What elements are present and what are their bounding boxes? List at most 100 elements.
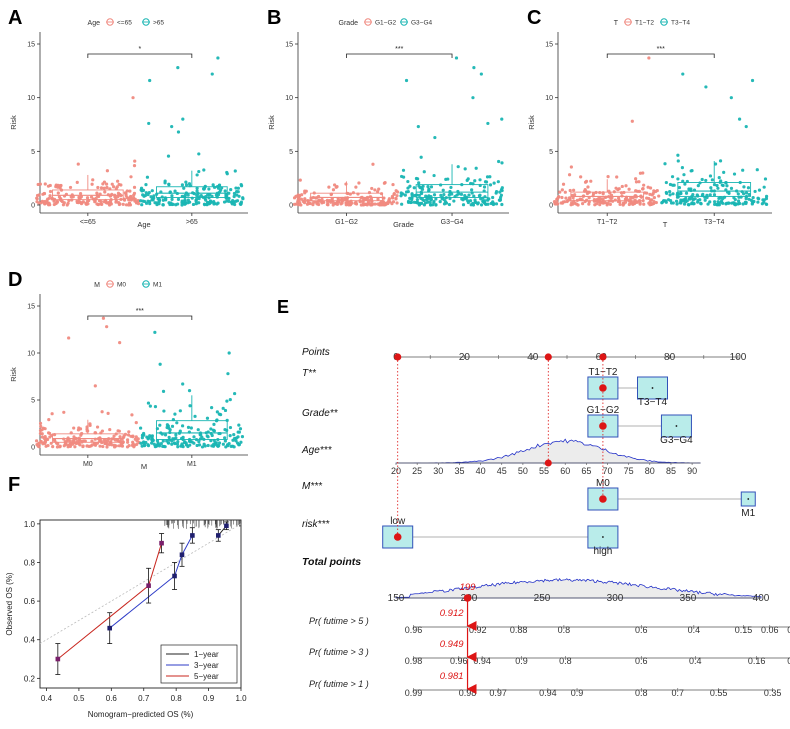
data-point: [443, 200, 448, 204]
data-point: [40, 199, 44, 203]
data-point: [170, 125, 174, 129]
data-point: [428, 200, 432, 204]
data-point: [176, 440, 180, 444]
data-point: [312, 200, 316, 204]
data-point: [696, 198, 700, 203]
data-point: [627, 187, 631, 191]
data-point: [34, 439, 39, 443]
data-point: [485, 175, 490, 179]
data-point: [178, 409, 182, 413]
data-point: [127, 430, 131, 434]
box-1: [156, 420, 228, 440]
data-point: [648, 186, 653, 190]
data-point: [102, 180, 107, 184]
data-point: [54, 201, 58, 206]
prob-value-label: 0.949: [440, 639, 464, 650]
panel-label-a: A: [8, 7, 22, 29]
data-point: [676, 159, 680, 163]
y-axis-title: Risk: [267, 115, 276, 130]
data-point: [708, 200, 712, 204]
box-1: [415, 184, 489, 198]
data-point: [170, 442, 174, 446]
panel-label-e: E: [277, 297, 289, 317]
data-point: [717, 176, 721, 180]
data-point: [415, 201, 419, 205]
data-point: [376, 190, 380, 194]
data-point: [157, 199, 161, 203]
data-point: [161, 444, 165, 448]
data-point: [117, 182, 121, 187]
data-point: [223, 439, 227, 443]
row-label-4: M***: [302, 481, 323, 492]
data-point: [203, 203, 207, 207]
data-point: [183, 193, 187, 198]
total-selected-point: [463, 594, 472, 602]
data-point: [492, 181, 496, 185]
data-point: [99, 186, 104, 190]
data-point: [42, 192, 47, 196]
prob-tick-label: 0.8: [559, 656, 572, 666]
data-point: [668, 189, 672, 194]
data-point: [743, 200, 747, 204]
age-tick-label: 75: [624, 466, 634, 476]
data-point: [757, 197, 761, 201]
data-point: [569, 203, 573, 207]
data-point: [484, 180, 489, 184]
data-point: [148, 404, 152, 408]
data-point: [39, 424, 43, 429]
data-point: [109, 440, 113, 444]
data-point: [226, 372, 230, 376]
data-point: [102, 186, 106, 190]
data-point: [560, 188, 564, 192]
data-point: [191, 202, 196, 207]
data-point: [417, 184, 421, 188]
data-point: [62, 410, 66, 414]
data-point: [491, 195, 495, 200]
data-point: [713, 200, 717, 204]
data-point: [351, 191, 355, 195]
data-point: [406, 189, 410, 194]
data-point: [132, 185, 137, 189]
data-point: [233, 202, 237, 207]
data-point: [412, 194, 417, 198]
data-point: [195, 173, 199, 177]
data-point: [144, 201, 149, 205]
calib-marker: [216, 533, 221, 538]
data-point: [233, 169, 237, 173]
data-point: [712, 193, 717, 197]
data-point: [132, 164, 137, 168]
data-point: [94, 196, 98, 200]
data-point: [410, 193, 414, 197]
data-point: [629, 196, 633, 200]
data-point: [237, 423, 241, 427]
data-point: [228, 434, 232, 438]
prob-tick-label: 0.8: [558, 625, 571, 635]
x-tick-label-1: >65: [186, 219, 198, 226]
x-tick-label: 0.9: [203, 694, 215, 703]
data-point: [180, 201, 184, 205]
data-point: [45, 201, 49, 205]
age-tick-label: 90: [687, 466, 697, 476]
data-point: [327, 185, 331, 189]
data-point: [566, 198, 570, 203]
data-point: [344, 182, 348, 186]
data-point: [105, 325, 109, 329]
data-point: [128, 201, 132, 205]
data-point: [149, 435, 154, 439]
prob-tick-label: 0.94: [539, 688, 557, 698]
data-point: [38, 421, 43, 425]
data-point: [429, 185, 434, 189]
data-point: [572, 188, 576, 192]
legend-title: Age: [88, 20, 101, 27]
data-point: [500, 188, 504, 193]
data-point: [146, 443, 150, 447]
data-point: [727, 191, 731, 195]
data-point: [196, 428, 200, 432]
data-point: [706, 202, 710, 206]
row-label-prob-0: Pr( futime > 5 ): [309, 616, 369, 626]
points-marker: [599, 353, 607, 361]
data-point: [144, 183, 148, 187]
data-point: [573, 193, 577, 197]
data-point: [211, 183, 215, 187]
data-point: [365, 203, 369, 207]
